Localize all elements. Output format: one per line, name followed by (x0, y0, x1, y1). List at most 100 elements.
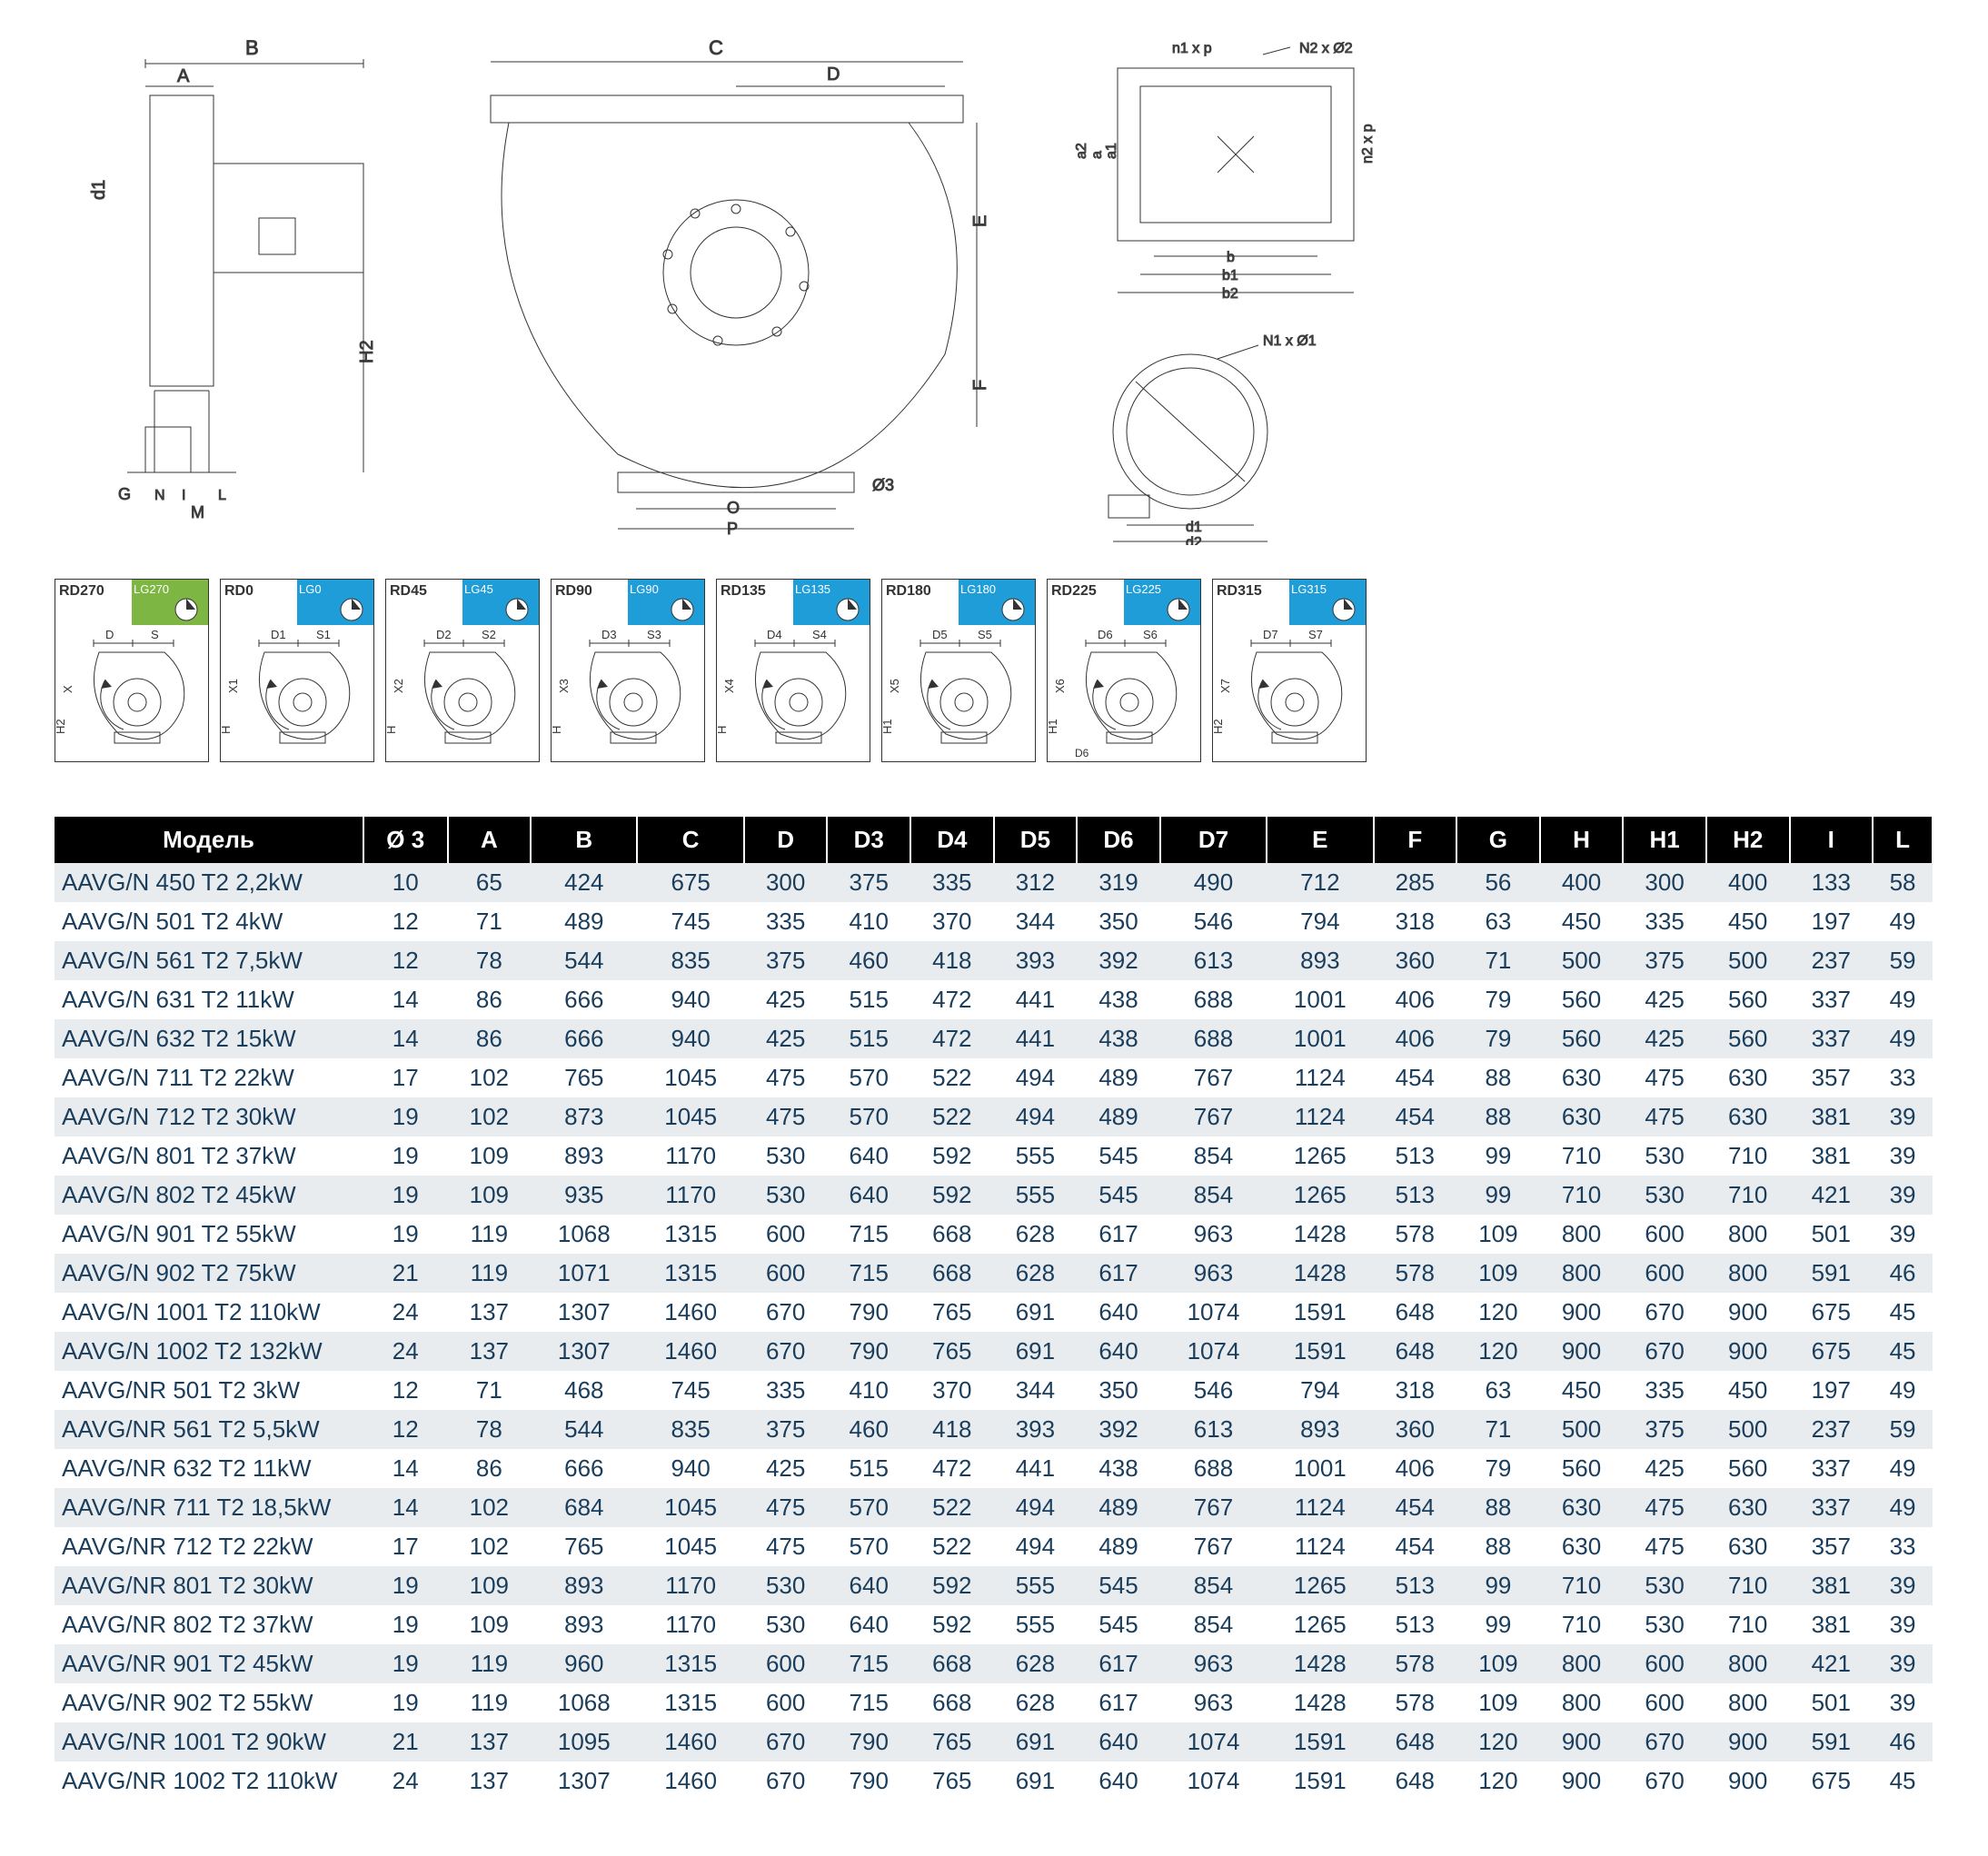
value-cell: 472 (910, 1019, 994, 1058)
value-cell: 800 (1540, 1215, 1624, 1254)
label-C: C (709, 36, 723, 59)
model-cell: AAVG/N 1002 T2 132kW (55, 1332, 363, 1371)
value-cell: 197 (1790, 902, 1874, 941)
value-cell: 940 (637, 1449, 743, 1488)
value-cell: 438 (1077, 1019, 1160, 1058)
value-cell: 963 (1160, 1644, 1267, 1683)
value-cell: 393 (994, 941, 1078, 980)
value-cell: 318 (1374, 1371, 1457, 1410)
value-cell: 835 (637, 1410, 743, 1449)
value-cell: 406 (1374, 980, 1457, 1019)
value-cell: 71 (1456, 941, 1540, 980)
value-cell: 475 (1623, 1058, 1706, 1097)
value-cell: 1591 (1267, 1293, 1373, 1332)
value-cell: 425 (1623, 1019, 1706, 1058)
value-cell: 668 (910, 1254, 994, 1293)
value-cell: 86 (448, 1449, 532, 1488)
value-cell: 78 (448, 1410, 532, 1449)
value-cell: 425 (744, 980, 828, 1019)
value-cell: 800 (1706, 1683, 1790, 1722)
col-header: H1 (1623, 817, 1706, 863)
value-cell: 120 (1456, 1722, 1540, 1762)
value-cell: 555 (994, 1136, 1078, 1176)
value-cell: 99 (1456, 1605, 1540, 1644)
value-cell: 767 (1160, 1097, 1267, 1136)
value-cell: 710 (1706, 1566, 1790, 1605)
value-cell: 675 (637, 863, 743, 902)
model-cell: AAVG/NR 1001 T2 90kW (55, 1722, 363, 1762)
table-row: AAVG/NR 801 T2 30kW191098931170530640592… (55, 1566, 1933, 1605)
value-cell: 410 (827, 902, 910, 941)
value-cell: 120 (1456, 1762, 1540, 1801)
value-cell: 19 (363, 1136, 448, 1176)
value-cell: 1460 (637, 1722, 743, 1762)
value-cell: 102 (448, 1097, 532, 1136)
value-cell: 560 (1706, 1019, 1790, 1058)
value-cell: 854 (1160, 1136, 1267, 1176)
table-row: AAVG/NR 1001 T2 90kW21137109514606707907… (55, 1722, 1933, 1762)
value-cell: 19 (363, 1683, 448, 1722)
value-cell: 630 (1540, 1097, 1624, 1136)
value-cell: 640 (1077, 1722, 1160, 1762)
value-cell: 893 (531, 1605, 637, 1644)
svg-text:D6: D6 (1098, 628, 1113, 641)
value-cell: 715 (827, 1215, 910, 1254)
value-cell: 102 (448, 1058, 532, 1097)
value-cell: 425 (1623, 980, 1706, 1019)
value-cell: 39 (1873, 1566, 1933, 1605)
table-row: AAVG/NR 561 T2 5,5kW12785448353754604183… (55, 1410, 1933, 1449)
rotation-cell: RD45 LG45 D2 S2 (385, 579, 540, 762)
col-header: H2 (1706, 817, 1790, 863)
value-cell: 120 (1456, 1293, 1540, 1332)
value-cell: 767 (1160, 1058, 1267, 1097)
value-cell: 1001 (1267, 1449, 1373, 1488)
value-cell: 99 (1456, 1566, 1540, 1605)
value-cell: 335 (744, 1371, 828, 1410)
value-cell: 530 (1623, 1605, 1706, 1644)
model-cell: AAVG/NR 802 T2 37kW (55, 1605, 363, 1644)
value-cell: 1170 (637, 1566, 743, 1605)
value-cell: 513 (1374, 1176, 1457, 1215)
col-header: C (637, 817, 743, 863)
value-cell: 393 (994, 1410, 1078, 1449)
table-row: AAVG/NR 902 T2 55kW191191068131560071566… (55, 1683, 1933, 1722)
table-row: AAVG/NR 1002 T2 110kW2413713071460670790… (55, 1762, 1933, 1801)
rot-lg-label: LG135 (793, 580, 870, 625)
value-cell: 648 (1374, 1332, 1457, 1371)
rot-rd-label: RD180 (882, 580, 959, 625)
value-cell: 400 (1540, 863, 1624, 902)
value-cell: 21 (363, 1254, 448, 1293)
svg-text:H2: H2 (55, 719, 67, 734)
value-cell: 640 (827, 1566, 910, 1605)
value-cell: 109 (448, 1566, 532, 1605)
value-cell: 630 (1706, 1527, 1790, 1566)
value-cell: 745 (637, 902, 743, 941)
value-cell: 500 (1540, 1410, 1624, 1449)
label-N2xO2: N2 x Ø2 (1299, 41, 1353, 56)
value-cell: 670 (1623, 1293, 1706, 1332)
value-cell: 522 (910, 1488, 994, 1527)
value-cell: 591 (1790, 1722, 1874, 1762)
svg-text:D7: D7 (1263, 628, 1278, 641)
value-cell: 545 (1077, 1566, 1160, 1605)
value-cell: 1124 (1267, 1527, 1373, 1566)
model-cell: AAVG/N 561 T2 7,5kW (55, 941, 363, 980)
value-cell: 49 (1873, 980, 1933, 1019)
value-cell: 12 (363, 941, 448, 980)
label-n1xp: n1 x p (1172, 41, 1212, 56)
value-cell: 1074 (1160, 1722, 1267, 1762)
label-b: b (1227, 250, 1235, 265)
label-a2: a2 (1074, 143, 1089, 159)
value-cell: 900 (1540, 1332, 1624, 1371)
rot-lg-label: LG45 (462, 580, 539, 625)
value-cell: 1315 (637, 1683, 743, 1722)
value-cell: 900 (1706, 1293, 1790, 1332)
value-cell: 425 (744, 1019, 828, 1058)
value-cell: 472 (910, 980, 994, 1019)
value-cell: 600 (1623, 1254, 1706, 1293)
value-cell: 530 (744, 1566, 828, 1605)
value-cell: 1315 (637, 1644, 743, 1683)
value-cell: 800 (1540, 1644, 1624, 1683)
rotation-cell: RD225 LG225 D6 S6 (1047, 579, 1201, 762)
value-cell: 1045 (637, 1097, 743, 1136)
